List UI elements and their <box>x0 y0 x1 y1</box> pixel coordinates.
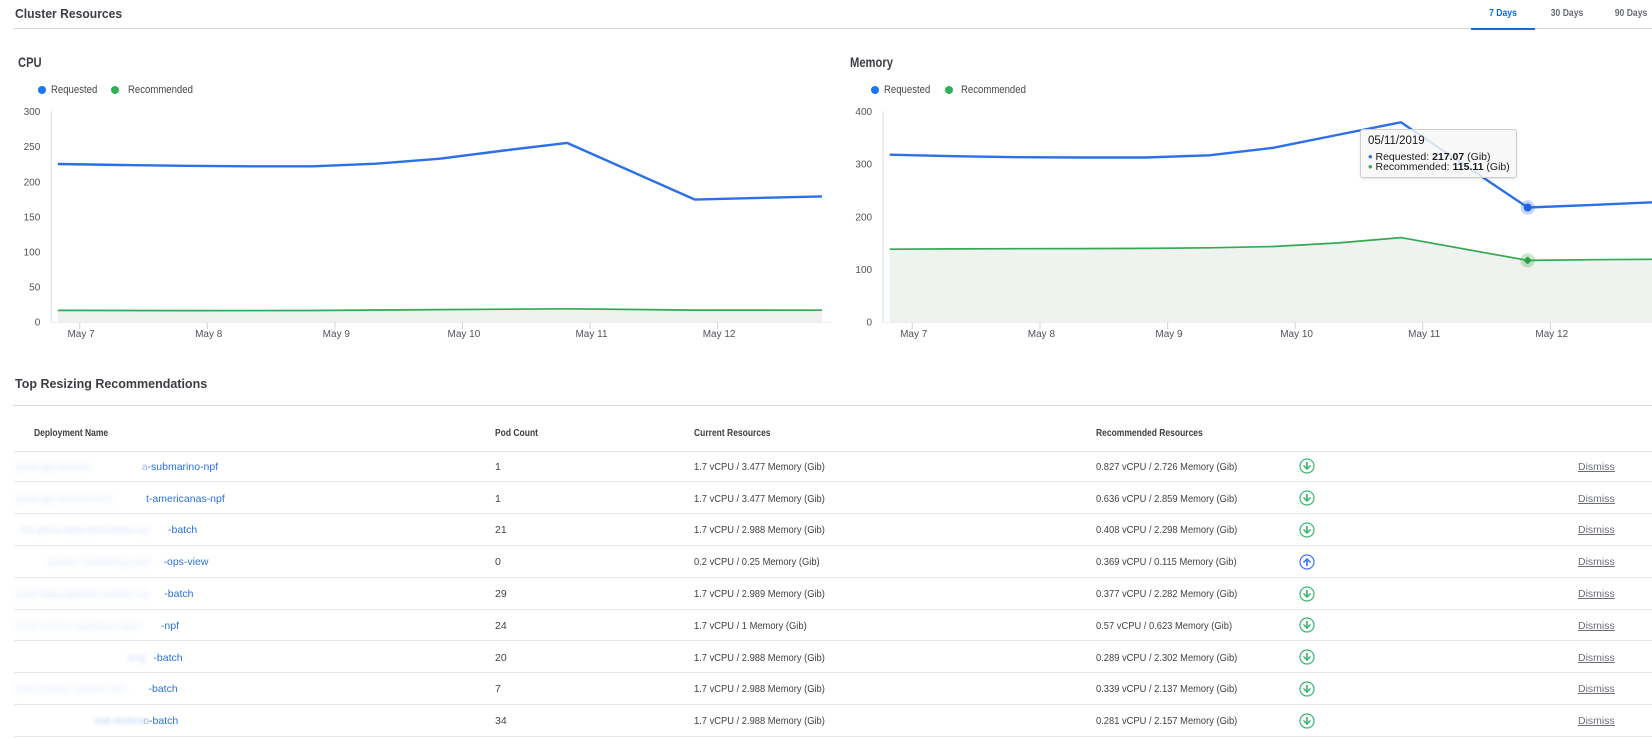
svg-text:May 12: May 12 <box>1535 329 1568 340</box>
svg-text:0: 0 <box>867 318 873 329</box>
svg-text:50: 50 <box>29 283 41 294</box>
svg-text:May 7: May 7 <box>67 329 95 340</box>
svg-text:May 12: May 12 <box>703 329 736 340</box>
svg-text:100: 100 <box>24 248 41 259</box>
svg-text:May 9: May 9 <box>323 329 351 340</box>
svg-text:250: 250 <box>24 142 41 153</box>
svg-text:400: 400 <box>855 107 872 118</box>
svg-text:300: 300 <box>855 160 872 171</box>
svg-text:300: 300 <box>24 107 41 118</box>
svg-text:100: 100 <box>855 265 872 276</box>
svg-text:May 9: May 9 <box>1155 329 1183 340</box>
svg-text:0: 0 <box>35 318 41 329</box>
svg-text:200: 200 <box>855 212 872 223</box>
svg-text:May 11: May 11 <box>575 329 607 340</box>
svg-text:150: 150 <box>24 212 41 223</box>
svg-text:May 8: May 8 <box>195 329 223 340</box>
svg-text:May 11: May 11 <box>1408 329 1440 340</box>
svg-text:May 7: May 7 <box>900 329 928 340</box>
svg-text:May 10: May 10 <box>448 329 481 340</box>
svg-text:May 10: May 10 <box>1280 329 1313 340</box>
svg-text:200: 200 <box>24 177 41 188</box>
svg-text:May 8: May 8 <box>1028 329 1056 340</box>
